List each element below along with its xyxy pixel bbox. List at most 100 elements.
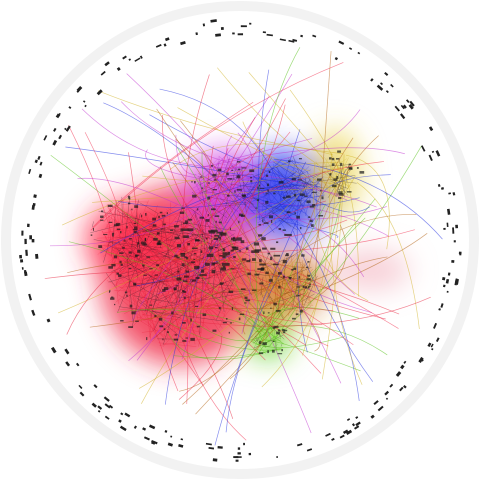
node — [394, 105, 400, 112]
node — [181, 263, 185, 267]
node — [144, 238, 147, 242]
edge — [219, 256, 249, 288]
node — [452, 227, 455, 234]
node — [308, 285, 311, 287]
edge — [198, 330, 202, 347]
cluster-pink — [330, 250, 410, 290]
node — [195, 305, 199, 308]
edge — [126, 263, 131, 309]
node — [342, 429, 349, 435]
node — [428, 154, 433, 161]
edge — [251, 204, 294, 212]
node — [331, 157, 335, 161]
node — [55, 113, 61, 119]
edge — [116, 270, 158, 337]
edge — [106, 280, 197, 327]
node — [163, 223, 166, 226]
edge — [129, 278, 143, 322]
edge — [214, 153, 272, 300]
edge — [203, 152, 287, 305]
node — [195, 32, 198, 36]
edge — [187, 145, 214, 311]
node — [207, 196, 211, 200]
edge — [136, 316, 202, 333]
nodes — [19, 19, 462, 462]
edge — [192, 246, 251, 271]
edge — [132, 265, 192, 299]
node — [448, 192, 452, 195]
node — [131, 208, 133, 211]
node — [149, 268, 153, 270]
node — [443, 227, 446, 230]
node — [104, 403, 111, 409]
node — [380, 82, 384, 86]
edge — [253, 330, 271, 334]
node — [265, 192, 268, 194]
node — [427, 342, 432, 348]
edge — [291, 160, 294, 162]
node — [194, 266, 199, 270]
node — [385, 90, 389, 94]
edge — [139, 202, 159, 215]
node — [331, 163, 335, 166]
edge — [219, 204, 387, 220]
node — [103, 233, 108, 236]
edge — [135, 190, 315, 287]
edge — [270, 203, 326, 331]
node — [128, 198, 131, 200]
node — [267, 189, 269, 192]
node — [226, 318, 228, 320]
node — [133, 222, 137, 224]
edge — [338, 157, 345, 198]
node — [403, 384, 407, 389]
node — [336, 176, 339, 179]
node — [309, 219, 313, 223]
edge — [325, 158, 328, 170]
node — [254, 273, 260, 276]
node — [222, 265, 226, 269]
node — [409, 100, 415, 107]
edge — [208, 232, 213, 285]
edge — [108, 204, 354, 346]
node — [205, 262, 210, 266]
node — [65, 361, 71, 367]
node — [262, 31, 267, 34]
node — [385, 397, 389, 400]
edge — [176, 231, 190, 244]
edge — [226, 135, 257, 182]
node — [258, 184, 261, 187]
node — [143, 436, 150, 441]
edge — [264, 187, 315, 190]
node — [127, 195, 131, 199]
node — [191, 247, 198, 250]
node — [310, 224, 314, 227]
node — [338, 197, 342, 200]
node — [180, 252, 186, 255]
node — [241, 194, 246, 197]
node — [174, 236, 180, 240]
node — [180, 253, 185, 257]
node — [173, 225, 179, 228]
edge — [172, 162, 258, 283]
edge — [128, 152, 144, 263]
edge — [148, 288, 272, 321]
edge — [279, 129, 301, 206]
edge — [126, 255, 134, 323]
edge — [222, 195, 342, 384]
node — [333, 178, 338, 181]
edge — [129, 208, 154, 264]
node — [390, 83, 394, 88]
node — [306, 448, 313, 452]
node — [118, 419, 122, 423]
edge — [135, 225, 145, 272]
node — [164, 37, 170, 42]
edge — [90, 221, 133, 234]
edge — [142, 296, 431, 327]
node — [244, 302, 247, 304]
edge — [288, 158, 321, 190]
node — [270, 307, 272, 309]
node — [183, 235, 189, 238]
edge — [328, 182, 343, 187]
node — [213, 237, 219, 241]
node — [84, 104, 87, 108]
